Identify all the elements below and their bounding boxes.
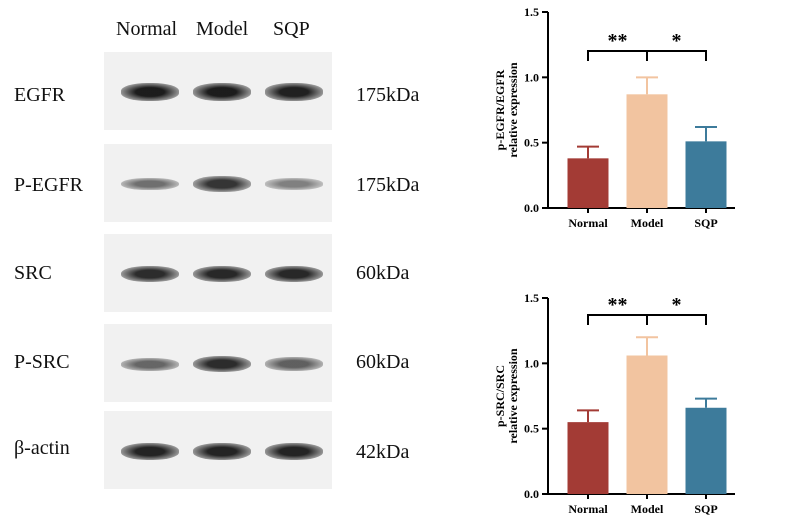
blot-strip-egfr xyxy=(104,52,332,130)
blot-band-model xyxy=(193,355,251,373)
y-axis-label-line2: relative expression xyxy=(506,348,520,444)
y-axis-label: p-SRC/SRC xyxy=(493,365,507,427)
significance-label: ** xyxy=(608,30,628,52)
protein-label-p-egfr: P-EGFR xyxy=(14,174,83,196)
bar-model xyxy=(626,94,668,208)
p-src-chart: 0.0 0.5 1.0 1.5 p-SRC/SRC relative expression… xyxy=(493,291,735,516)
bar-model xyxy=(626,355,668,494)
kda-label-p-egfr: 175kDa xyxy=(356,174,420,196)
x-tick-label: Normal xyxy=(568,502,608,516)
y-tick-label: 0.0 xyxy=(524,201,539,215)
blot-band-normal xyxy=(121,357,179,371)
kda-label-src: 60kDa xyxy=(356,262,410,284)
significance-bracket xyxy=(646,50,707,61)
blot-band-model xyxy=(193,265,251,283)
blot-strip-p-egfr xyxy=(104,144,332,222)
significance-label: ** xyxy=(608,294,628,316)
bar-normal xyxy=(567,158,609,208)
blot-band-normal xyxy=(121,265,179,283)
significance-bracket xyxy=(646,314,707,325)
blot-band-normal xyxy=(121,83,179,101)
significance-label: * xyxy=(672,30,682,52)
kda-label-beta-actin: 42kDa xyxy=(356,441,410,463)
blot-strip-beta-actin xyxy=(104,411,332,489)
kda-label-p-src: 60kDa xyxy=(356,351,410,373)
x-tick-label: SQP xyxy=(694,502,717,516)
blot-band-model xyxy=(193,442,251,460)
bar-normal xyxy=(567,422,609,494)
y-axis-label-line2: relative expression xyxy=(506,62,520,158)
x-tick-label: SQP xyxy=(694,216,717,230)
x-tick-label: Model xyxy=(631,502,664,516)
y-tick-label: 0.5 xyxy=(524,422,539,436)
significance-label: * xyxy=(672,294,682,316)
blot-strip-src xyxy=(104,234,332,312)
blot-strip-p-src xyxy=(104,324,332,402)
lane-header-model: Model xyxy=(196,18,249,40)
y-tick-label: 1.5 xyxy=(524,5,539,19)
blot-band-normal xyxy=(121,177,179,191)
x-tick-label: Normal xyxy=(568,216,608,230)
lane-header-sqp: SQP xyxy=(273,18,310,40)
significance-bracket xyxy=(587,50,648,61)
x-tick-label: Model xyxy=(631,216,664,230)
blot-band-normal xyxy=(121,442,179,460)
kda-label-egfr: 175kDa xyxy=(356,84,420,106)
lane-header-normal: Normal xyxy=(116,18,178,40)
protein-label-p-src: P-SRC xyxy=(14,351,70,373)
protein-label-src: SRC xyxy=(14,262,52,284)
blot-band-sqp xyxy=(265,265,323,283)
blot-band-sqp xyxy=(265,442,323,460)
bar-sqp xyxy=(685,141,727,208)
y-tick-label: 0.5 xyxy=(524,136,539,150)
y-tick-label: 1.0 xyxy=(524,70,539,84)
protein-label-beta-actin: β-actin xyxy=(14,437,70,459)
blot-band-model xyxy=(193,176,251,192)
protein-label-egfr: EGFR xyxy=(14,84,66,106)
blot-band-sqp xyxy=(265,178,323,190)
p-egfr-chart: 0.0 0.5 1.0 1.5 p-EGFR/EGFR relative expressi… xyxy=(493,5,735,230)
blot-band-sqp xyxy=(265,357,323,371)
y-axis-label: p-EGFR/EGFR xyxy=(493,69,507,150)
y-tick-label: 1.0 xyxy=(524,356,539,370)
y-tick-label: 1.5 xyxy=(524,291,539,305)
significance-bracket xyxy=(587,314,648,325)
blot-band-model xyxy=(193,83,251,101)
y-tick-label: 0.0 xyxy=(524,487,539,501)
blot-band-sqp xyxy=(265,83,323,101)
bar-sqp xyxy=(685,407,727,494)
